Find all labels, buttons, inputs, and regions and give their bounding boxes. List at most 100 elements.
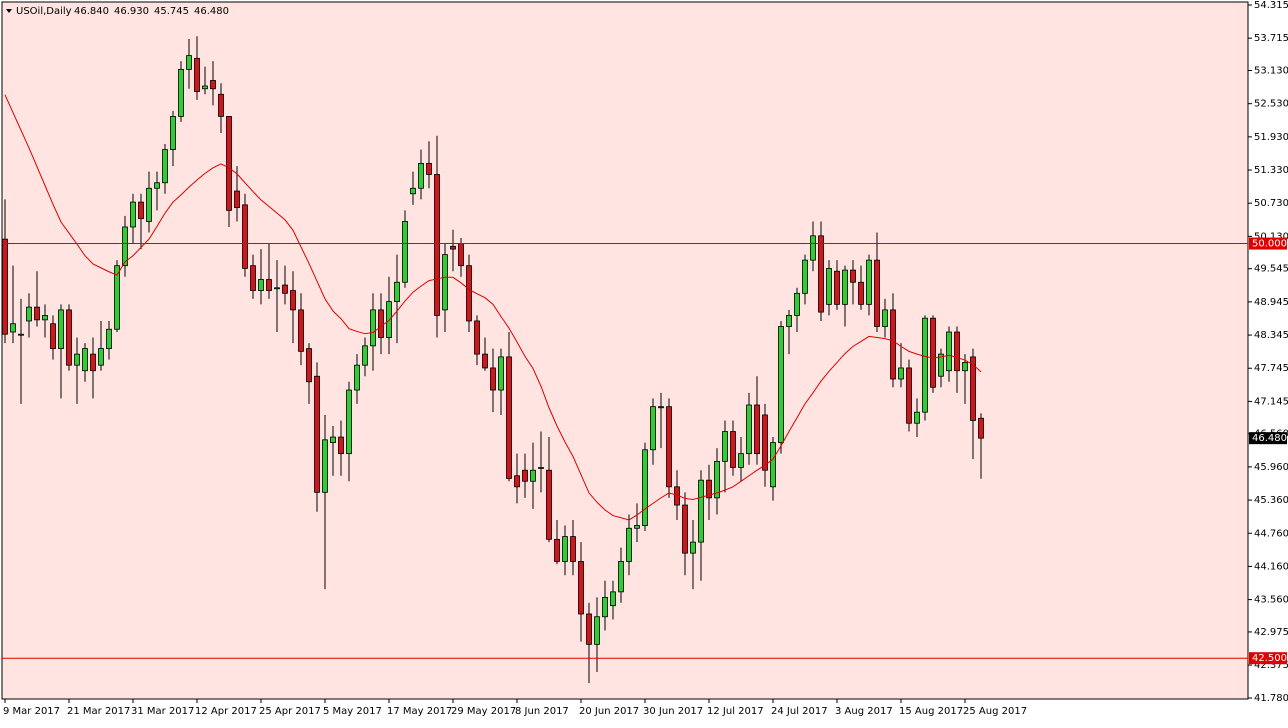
header-value: 46.840: [74, 6, 109, 17]
candle-body: [706, 479, 712, 499]
menu-arrow[interactable]: [6, 9, 12, 13]
y-tick-label: 41.780: [1254, 693, 1288, 704]
candle-body: [882, 309, 888, 327]
candle-body: [138, 201, 144, 220]
candle-body: [90, 353, 96, 372]
candle-body: [250, 265, 256, 291]
candle-body: [826, 268, 832, 305]
candle-body: [762, 414, 768, 471]
y-tick-label: 50.130: [1254, 231, 1288, 242]
candle-body: [482, 353, 488, 369]
y-tick-label: 44.160: [1254, 561, 1288, 572]
candle-body: [394, 281, 400, 303]
candle-body: [898, 367, 904, 380]
candle-body: [794, 292, 800, 316]
candle-body: [530, 469, 536, 482]
candle-body: [330, 436, 336, 443]
candle-body: [962, 362, 968, 372]
candle-body: [506, 356, 512, 479]
candle-body: [514, 475, 520, 488]
x-tick-label: 21 Mar 2017: [67, 706, 130, 717]
candle-body: [810, 235, 816, 261]
x-tick-label: 31 Mar 2017: [131, 706, 194, 717]
candle-body: [554, 538, 560, 562]
y-tick-label: 47.145: [1254, 396, 1288, 407]
last-price-box: [1249, 432, 1287, 445]
y-tick-label: 45.960: [1254, 462, 1288, 473]
candle-body: [626, 527, 632, 562]
candle-body: [10, 323, 16, 333]
candle-body: [890, 309, 896, 380]
candle-body: [498, 356, 504, 391]
candle-body: [690, 541, 696, 554]
x-tick-label: 17 May 2017: [387, 706, 452, 717]
candle-body: [586, 613, 592, 645]
candle-body: [738, 453, 744, 468]
candle-body: [866, 259, 872, 305]
x-tick-label: 15 Aug 2017: [899, 706, 963, 717]
header-value: 46.930: [114, 6, 149, 17]
candle-body: [978, 417, 984, 439]
y-tick-label: 44.760: [1254, 528, 1288, 539]
candle-body: [282, 284, 288, 294]
candle-body: [722, 431, 728, 462]
candle-body: [906, 367, 912, 424]
y-tick-label: 51.330: [1254, 165, 1288, 176]
candle-body: [290, 290, 296, 311]
candle-body: [106, 328, 112, 349]
candle-body: [322, 439, 328, 493]
level-label: 42.500: [1252, 653, 1287, 664]
chart-title: USOil,Daily: [16, 6, 72, 17]
candle-body: [162, 149, 168, 184]
candle-body: [754, 404, 760, 455]
candle-body: [938, 353, 944, 377]
candle-body: [946, 331, 952, 372]
x-tick-label: 12 Jul 2017: [707, 706, 764, 717]
candle-body: [818, 235, 824, 313]
y-tick-label: 42.975: [1254, 627, 1288, 638]
candle-body: [210, 80, 216, 90]
candle-body: [834, 270, 840, 305]
candle-body: [42, 315, 48, 321]
candle-body: [402, 221, 408, 283]
candle-body: [298, 309, 304, 352]
x-tick-label: 3 Aug 2017: [835, 706, 893, 717]
candle-body: [58, 309, 64, 349]
candle-body: [66, 309, 72, 366]
candle-body: [242, 204, 248, 269]
candle-body: [274, 287, 280, 290]
plot-border: [1, 1, 1249, 700]
x-tick-label: 25 Aug 2017: [963, 706, 1027, 717]
candle-body: [218, 93, 224, 117]
candle-body: [370, 309, 376, 347]
y-tick-label: 52.530: [1254, 99, 1288, 110]
candle-body: [578, 561, 584, 615]
candle-body: [850, 269, 856, 283]
candle-body: [602, 596, 608, 618]
candle-body: [922, 317, 928, 413]
candle-body: [362, 345, 368, 366]
candle-body: [410, 187, 416, 195]
candle-body: [50, 323, 56, 349]
x-tick-label: 20 Jun 2017: [579, 706, 639, 717]
candle-body: [570, 536, 576, 562]
x-tick-label: 24 Jul 2017: [771, 706, 828, 717]
candle-body: [434, 174, 440, 316]
candle-body: [450, 245, 456, 250]
candle-body: [82, 348, 88, 372]
candle-body: [314, 375, 320, 493]
candle-body: [418, 162, 424, 189]
candle-body: [642, 449, 648, 526]
candle-body: [522, 469, 528, 482]
y-tick-label: 50.730: [1254, 198, 1288, 209]
candle-body: [666, 406, 672, 488]
candle-body: [610, 591, 616, 607]
x-tick-label: 29 May 2017: [451, 706, 516, 717]
level-label-box: [1249, 237, 1287, 250]
plot-background: [2, 2, 1248, 699]
candle-body: [858, 281, 864, 305]
candle-body: [770, 442, 776, 488]
candle-body: [354, 364, 360, 391]
candle-body: [154, 182, 160, 189]
